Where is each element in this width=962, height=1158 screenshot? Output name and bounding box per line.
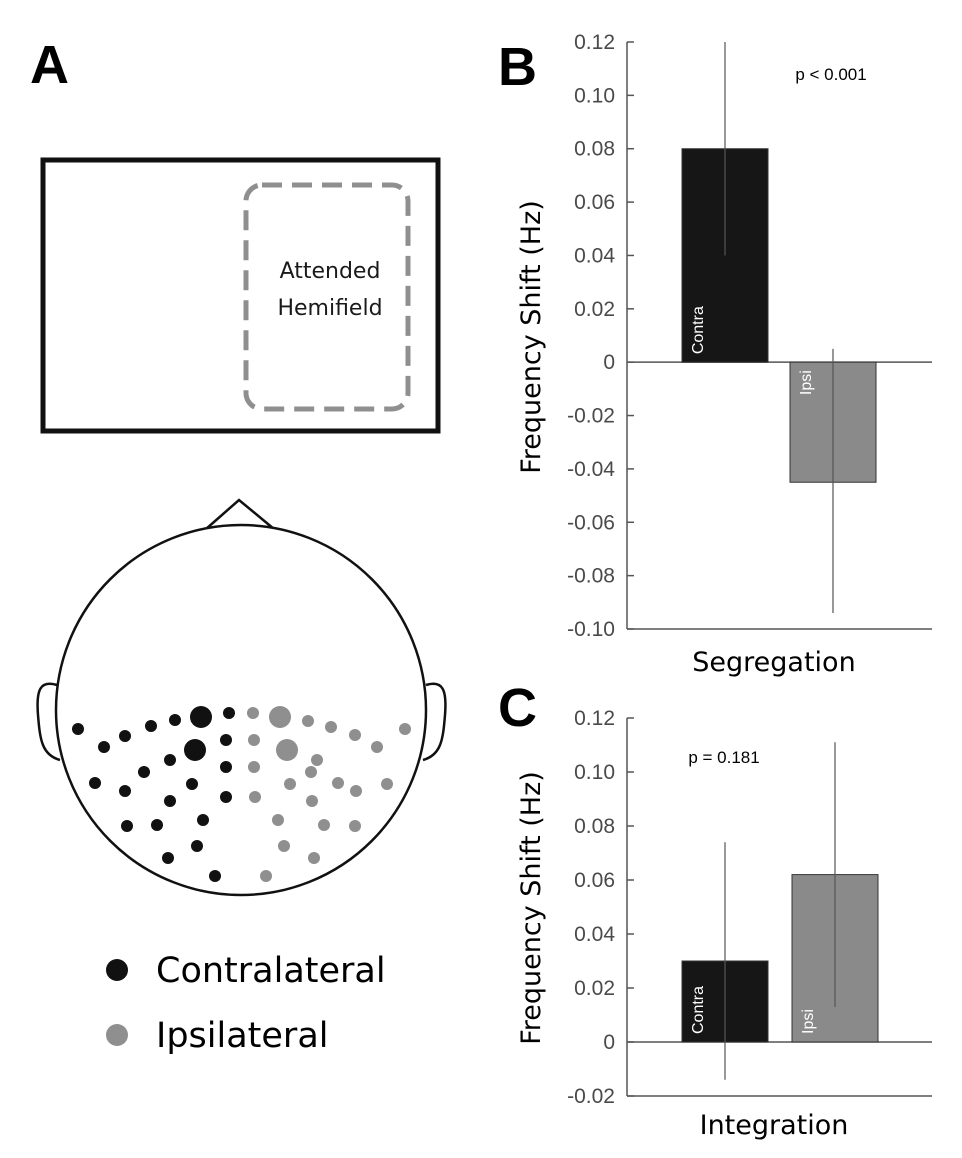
electrode-ipsilateral <box>248 761 260 773</box>
chart-b-p-value: p < 0.001 <box>795 65 866 84</box>
legend-ipsilateral-label: Ipsilateral <box>156 1016 329 1056</box>
hemifield-label-line1: Attended <box>280 259 381 284</box>
electrode-ipsilateral <box>399 723 411 735</box>
electrode-ipsilateral <box>272 814 284 826</box>
panel-c-letter: C <box>498 678 537 738</box>
electrode-contralateral <box>190 706 212 728</box>
electrode-ipsilateral <box>308 852 320 864</box>
attended-hemifield-box <box>243 182 411 412</box>
electrode-ipsilateral <box>248 734 260 746</box>
head-map <box>36 498 447 897</box>
electrode-contralateral <box>162 852 174 864</box>
electrode-contralateral <box>184 739 206 761</box>
chart-b-bar-label-ipsi: Ipsi <box>798 370 815 395</box>
legend-ipsilateral-marker <box>106 1024 128 1046</box>
head-outline <box>54 523 428 897</box>
chart-b-y-tick-label: -0.10 <box>567 618 615 641</box>
chart-c-bar-label-contra: Contra <box>690 986 707 1034</box>
electrode-ipsilateral <box>325 721 337 733</box>
chart-b-y-tick-label: 0.08 <box>574 138 615 161</box>
electrode-ipsilateral <box>269 706 291 728</box>
chart-c-y-tick-label: 0.02 <box>574 977 615 1000</box>
chart-c-x-axis-label: Integration <box>700 1110 849 1141</box>
electrodes <box>72 706 411 882</box>
electrode-contralateral <box>145 720 157 732</box>
electrode-ipsilateral <box>350 785 362 797</box>
chart-b-y-tick-label: 0.06 <box>574 191 615 214</box>
electrode-contralateral <box>119 730 131 742</box>
electrode-ipsilateral <box>247 707 259 719</box>
chart-c-y-tick-label: 0.08 <box>574 815 615 838</box>
electrode-ipsilateral <box>305 766 317 778</box>
chart-b-y-tick-label: 0.02 <box>574 298 615 321</box>
chart-b-y-tick-label: 0 <box>603 351 615 374</box>
electrode-ipsilateral <box>349 729 361 741</box>
electrode-ipsilateral <box>381 778 393 790</box>
chart-b-y-tick-label: -0.02 <box>567 405 615 428</box>
chart-b-y-tick-label: 0.10 <box>574 84 615 107</box>
electrode-contralateral <box>191 840 203 852</box>
electrode-contralateral <box>164 795 176 807</box>
chart-c-y-tick-label: 0.04 <box>574 923 615 946</box>
electrode-ipsilateral <box>332 777 344 789</box>
electrode-contralateral <box>220 791 232 803</box>
chart-c-y-tick-label: 0.10 <box>574 761 615 784</box>
electrode-contralateral <box>220 734 232 746</box>
chart-c-p-value: p = 0.181 <box>688 748 759 767</box>
chart-b: B Frequency Shift (Hz) Segregation p < 0… <box>498 31 932 678</box>
electrode-contralateral <box>98 741 110 753</box>
electrode-contralateral <box>72 723 84 735</box>
chart-b-y-axis-label: Frequency Shift (Hz) <box>516 200 547 474</box>
nose <box>205 498 275 530</box>
electrode-contralateral <box>151 819 163 831</box>
chart-c: C Frequency Shift (Hz) Integration p = 0… <box>498 678 932 1141</box>
electrode-ipsilateral <box>276 739 298 761</box>
right-ear <box>422 682 447 762</box>
electrode-ipsilateral <box>278 840 290 852</box>
screen-display: Attended Hemifield <box>40 157 441 434</box>
electrode-contralateral <box>223 707 235 719</box>
electrode-contralateral <box>164 754 176 766</box>
electrode-contralateral <box>209 870 221 882</box>
chart-b-bar-label-contra: Contra <box>690 306 707 354</box>
panel-b-letter: B <box>498 37 537 97</box>
chart-b-y-tick-label: 0.04 <box>574 244 615 267</box>
electrode-contralateral <box>119 785 131 797</box>
chart-b-x-axis-label: Segregation <box>692 647 855 678</box>
electrode-ipsilateral <box>284 778 296 790</box>
electrode-ipsilateral <box>311 754 323 766</box>
left-ear <box>36 682 61 762</box>
hemifield-label-line2: Hemifield <box>277 296 382 321</box>
chart-c-bar-label-ipsi: Ipsi <box>800 1009 817 1034</box>
electrode-contralateral <box>220 761 232 773</box>
electrode-ipsilateral <box>306 795 318 807</box>
chart-c-y-axis-label: Frequency Shift (Hz) <box>516 771 547 1045</box>
chart-c-y-tick-label: -0.02 <box>567 1085 615 1108</box>
electrode-contralateral <box>186 778 198 790</box>
chart-c-y-tick-label: 0.06 <box>574 869 615 892</box>
chart-b-y-tick-label: -0.04 <box>567 458 615 481</box>
electrode-contralateral <box>169 714 181 726</box>
screen-frame <box>40 157 441 434</box>
electrode-ipsilateral <box>318 819 330 831</box>
electrode-ipsilateral <box>249 791 261 803</box>
chart-b-y-tick-label: -0.08 <box>567 565 615 588</box>
chart-b-y-tick-label: 0.12 <box>574 31 615 54</box>
chart-b-y-tick-label: -0.06 <box>567 511 615 534</box>
electrode-contralateral <box>121 820 133 832</box>
electrode-contralateral <box>197 814 209 826</box>
panel-a-letter: A <box>30 35 69 95</box>
legend-contralateral-marker <box>106 959 128 981</box>
legend: Contralateral Ipsilateral <box>106 951 386 1056</box>
electrode-ipsilateral <box>349 820 361 832</box>
chart-c-y-tick-label: 0.12 <box>574 707 615 730</box>
electrode-ipsilateral <box>371 741 383 753</box>
electrode-contralateral <box>89 777 101 789</box>
electrode-ipsilateral <box>260 870 272 882</box>
chart-c-y-tick-label: 0 <box>603 1031 615 1054</box>
electrode-ipsilateral <box>302 715 314 727</box>
legend-contralateral-label: Contralateral <box>156 951 386 991</box>
electrode-contralateral <box>138 766 150 778</box>
